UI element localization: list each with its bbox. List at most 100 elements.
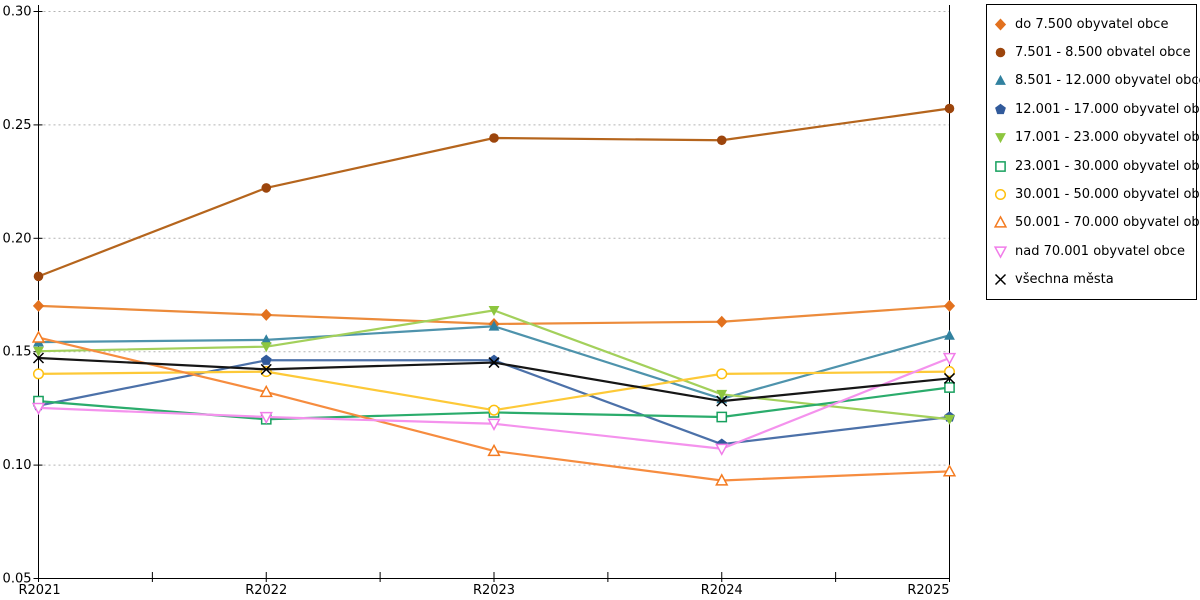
- series-7: [31, 330, 957, 486]
- legend-label: 30.001 - 50.000 obyvatel obc...: [1015, 187, 1200, 203]
- circle-icon: [995, 47, 1006, 58]
- triangle-up-marker-icon: [942, 464, 957, 477]
- triangle-down-legend-icon: [993, 246, 1008, 259]
- legend-item-0: do 7.500 obyvatel obce: [993, 17, 1196, 32]
- x-axis-tick-label: R2023: [473, 583, 515, 598]
- y-axis-tick-label: 0.20: [3, 231, 32, 246]
- x-axis-tick-label: R2024: [701, 583, 743, 598]
- legend-item-7: 50.001 - 70.000 obyvatel obc...: [993, 215, 1200, 230]
- triangle-up-icon: [995, 75, 1006, 86]
- legend-label: nad 70.001 obyvatel obce: [1015, 243, 1185, 259]
- x-marker-icon: [488, 357, 500, 369]
- legend-label: do 7.500 obyvatel obce: [1015, 16, 1169, 32]
- triangle-down-marker-icon: [33, 346, 44, 357]
- series-9: [32, 352, 956, 407]
- circle-icon: [994, 188, 1007, 201]
- y-axis-tick-label: 0.25: [3, 118, 32, 133]
- legend-item-5: 23.001 - 30.000 obyvatel obc...: [993, 159, 1200, 174]
- x-marker-icon: [260, 363, 272, 375]
- triangle-up-icon: [993, 215, 1008, 229]
- circle-legend-icon: [994, 188, 1007, 201]
- triangle-down-marker-icon: [31, 402, 46, 416]
- gridlines: [38, 11, 950, 466]
- triangle-down-marker-icon: [259, 411, 273, 425]
- legend-item-6: 30.001 - 50.000 obyvatel obc...: [993, 187, 1200, 202]
- triangle-down-marker-icon: [716, 389, 728, 400]
- x-axis-tick-label: R2025: [907, 583, 949, 598]
- triangle-up-marker-icon: [259, 384, 273, 398]
- triangle-down-marker-icon: [488, 305, 500, 316]
- diamond-marker-icon: [260, 308, 272, 321]
- circle-marker-icon: [716, 135, 727, 146]
- triangle-up-marker-icon: [944, 329, 955, 340]
- x-marker-icon: [716, 395, 728, 407]
- diamond-marker-icon: [716, 315, 728, 328]
- y-axis-tick-label: 0.10: [3, 458, 32, 473]
- x-legend-icon: [994, 274, 1007, 286]
- circle-marker-icon: [944, 103, 955, 114]
- triangle-down-marker-icon: [487, 418, 501, 431]
- legend-label: 8.501 - 12.000 obyvatel obce: [1015, 73, 1200, 89]
- circle-marker-icon: [32, 368, 45, 380]
- circle-legend-icon: [995, 47, 1006, 58]
- triangle-down-marker-icon: [715, 443, 729, 456]
- series-1: [33, 103, 955, 282]
- legend-item-1: 7.501 - 8.500 obvatel obce: [993, 45, 1196, 60]
- triangle-down-icon: [993, 246, 1008, 259]
- triangle-up-marker-icon: [488, 320, 500, 331]
- square-marker-icon: [944, 382, 955, 393]
- square-icon: [995, 160, 1006, 172]
- legend: do 7.500 obyvatel obce 7.501 - 8.500 obva…: [986, 4, 1200, 300]
- series-5: [33, 382, 955, 425]
- x-icon: [994, 274, 1007, 286]
- circle-marker-icon: [33, 271, 44, 282]
- pentagon-marker-icon: [260, 354, 272, 365]
- legend-label: 23.001 - 30.000 obyvatel obc...: [1015, 158, 1200, 174]
- y-axis-tick-label: 0.05: [3, 572, 32, 587]
- y-axis-tick-label: 0.30: [3, 5, 32, 20]
- triangle-down-legend-icon: [995, 133, 1006, 144]
- series-4: [33, 305, 955, 425]
- legend-label: všechna města: [1015, 272, 1114, 288]
- legend-label: 7.501 - 8.500 obvatel obce: [1015, 45, 1191, 61]
- legend-item-8: nad 70.001 obyvatel obce: [993, 244, 1196, 259]
- triangle-down-marker-icon: [942, 352, 957, 366]
- triangle-up-marker-icon: [715, 473, 729, 486]
- triangle-up-marker-icon: [31, 330, 46, 343]
- circle-marker-icon: [943, 366, 956, 378]
- legend-item-4: 17.001 - 23.000 obyvatel obc...: [993, 130, 1200, 145]
- x-axis-tick-label: R2022: [245, 583, 287, 598]
- triangle-down-marker-icon: [944, 414, 955, 425]
- triangle-up-marker-icon: [487, 443, 501, 457]
- legend-label: 17.001 - 23.000 obyvatel obc...: [1015, 130, 1200, 146]
- pentagon-legend-icon: [995, 103, 1006, 114]
- y-axis-tick-label: 0.15: [3, 345, 32, 360]
- triangle-down-marker-icon: [260, 342, 272, 353]
- pentagon-icon: [995, 103, 1006, 114]
- circle-marker-icon: [488, 404, 500, 416]
- x-marker-icon: [943, 372, 956, 384]
- diamond-marker-icon: [32, 299, 45, 312]
- legend-label: 50.001 - 70.000 obyvatel obc...: [1015, 215, 1200, 231]
- triangle-up-legend-icon: [993, 215, 1008, 229]
- circle-marker-icon: [489, 133, 499, 143]
- triangle-down-icon: [995, 133, 1006, 144]
- x-marker-icon: [32, 352, 45, 364]
- triangle-up-legend-icon: [995, 75, 1006, 86]
- legend-item-3: 12.001 - 17.000 obyvatel obc...: [993, 102, 1200, 117]
- diamond-icon: [994, 18, 1007, 31]
- square-marker-icon: [716, 411, 728, 423]
- diamond-legend-icon: [994, 18, 1007, 31]
- square-legend-icon: [995, 160, 1006, 172]
- series-6: [32, 366, 956, 416]
- triangle-up-marker-icon: [260, 334, 272, 345]
- series-8: [31, 352, 957, 456]
- legend-label: 12.001 - 17.000 obyvatel obc...: [1015, 101, 1200, 117]
- circle-marker-icon: [716, 368, 728, 380]
- diamond-marker-icon: [943, 299, 956, 312]
- x-axis-tick-label: R2021: [19, 583, 61, 598]
- axes: [33, 5, 950, 582]
- circle-marker-icon: [261, 183, 272, 193]
